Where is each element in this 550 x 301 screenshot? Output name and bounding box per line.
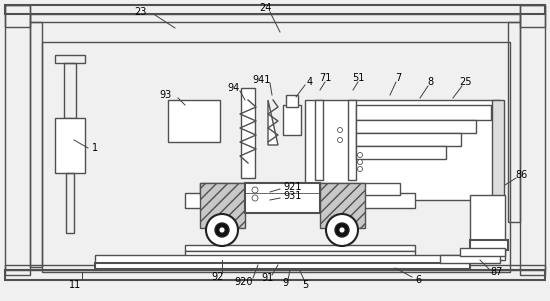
Bar <box>30 22 42 267</box>
Text: 92: 92 <box>212 272 224 282</box>
Bar <box>305 100 500 200</box>
Text: 93: 93 <box>159 90 171 100</box>
Bar <box>356 120 476 133</box>
Bar <box>356 146 446 159</box>
Text: 25: 25 <box>460 77 472 87</box>
Bar <box>470 195 505 260</box>
Bar <box>30 14 520 22</box>
Bar <box>42 42 510 272</box>
Bar <box>315 100 323 180</box>
Circle shape <box>326 214 358 246</box>
Text: 921: 921 <box>284 182 302 192</box>
Bar <box>356 133 461 146</box>
Bar <box>95 255 470 263</box>
Text: 8: 8 <box>427 77 433 87</box>
Text: 4: 4 <box>307 77 313 87</box>
Text: 11: 11 <box>69 280 81 290</box>
Bar <box>185 245 415 251</box>
Bar <box>5 5 30 275</box>
Bar <box>5 265 545 270</box>
Bar <box>95 263 470 269</box>
Text: 94: 94 <box>227 83 239 93</box>
Text: 9: 9 <box>282 278 288 288</box>
Text: 941: 941 <box>253 75 271 85</box>
Circle shape <box>219 227 225 233</box>
Text: 86: 86 <box>516 170 528 180</box>
Text: 24: 24 <box>259 3 271 13</box>
Bar <box>492 100 504 200</box>
Bar <box>185 251 415 256</box>
Bar <box>66 173 74 233</box>
Circle shape <box>358 153 362 157</box>
Bar <box>64 63 76 118</box>
Polygon shape <box>268 100 278 145</box>
Circle shape <box>252 187 258 193</box>
Bar <box>320 183 365 228</box>
Bar <box>508 22 520 222</box>
Bar <box>520 5 545 275</box>
Bar <box>460 248 505 256</box>
Bar <box>200 183 400 195</box>
Bar <box>245 183 320 213</box>
Bar <box>200 183 245 228</box>
Bar <box>55 118 85 173</box>
Text: 87: 87 <box>491 267 503 277</box>
Bar <box>470 240 508 250</box>
Bar <box>283 105 301 135</box>
Text: 7: 7 <box>395 73 401 83</box>
Circle shape <box>338 128 343 132</box>
Circle shape <box>358 166 362 172</box>
Text: 920: 920 <box>235 277 253 287</box>
Circle shape <box>358 160 362 165</box>
Circle shape <box>206 214 238 246</box>
Text: 1: 1 <box>92 143 98 153</box>
Circle shape <box>335 223 349 237</box>
Bar <box>286 95 298 107</box>
Circle shape <box>339 227 345 233</box>
Text: 5: 5 <box>302 280 308 290</box>
Bar <box>348 100 356 180</box>
Circle shape <box>338 138 343 142</box>
Bar <box>520 5 545 27</box>
Bar <box>5 270 545 280</box>
Bar <box>168 100 220 142</box>
Bar <box>185 193 415 208</box>
Bar <box>5 5 30 27</box>
Text: 51: 51 <box>352 73 364 83</box>
Bar <box>440 255 500 263</box>
Text: 931: 931 <box>284 191 302 201</box>
Circle shape <box>252 195 258 201</box>
Bar <box>356 105 491 120</box>
Circle shape <box>215 223 229 237</box>
Text: 23: 23 <box>134 7 146 17</box>
Text: 91: 91 <box>261 273 273 283</box>
Text: 6: 6 <box>415 275 421 285</box>
Text: 71: 71 <box>319 73 331 83</box>
Bar <box>55 55 85 63</box>
Bar <box>5 5 545 14</box>
Bar <box>241 88 255 178</box>
